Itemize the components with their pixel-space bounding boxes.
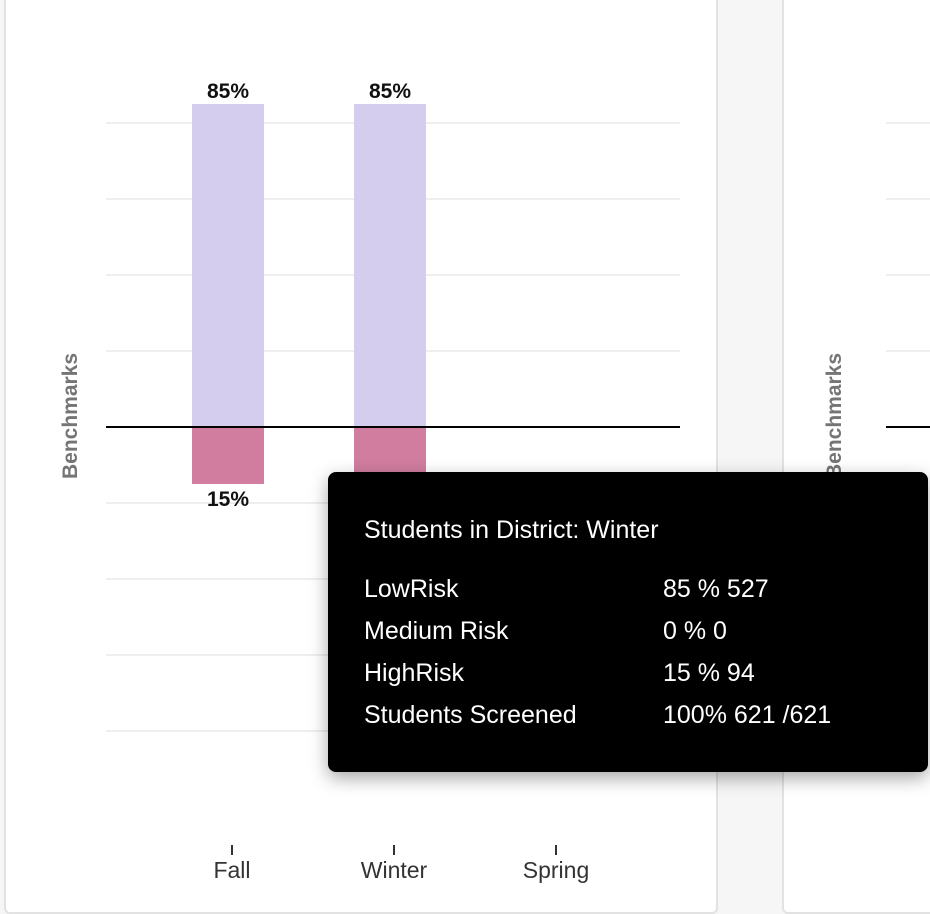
second-chart-card: Benchmarks: [782, 0, 930, 914]
chart-tooltip: Students in District: Winter LowRisk 85 …: [328, 472, 928, 772]
tooltip-row: HighRisk 15 % 94: [364, 659, 928, 701]
data-label-bottom: 15%: [207, 488, 249, 511]
y-axis-label: Benchmarks: [823, 352, 846, 480]
x-tick-label: Spring: [523, 857, 589, 883]
bar-lowrisk: [354, 104, 426, 427]
tooltip-row: Medium Risk 0 % 0: [364, 617, 928, 659]
y-axis-label: Benchmarks: [59, 352, 82, 480]
tooltip-value: 100% 621 /621: [663, 701, 832, 729]
tooltip-title: Students in District: Winter: [364, 516, 659, 544]
x-tick-label: Winter: [361, 857, 428, 883]
data-label-top: 85%: [207, 80, 249, 103]
x-tick-label: Fall: [213, 857, 250, 883]
data-label-top: 85%: [369, 80, 411, 103]
tooltip-row: Students Screened 100% 621 /621: [364, 701, 928, 743]
second-chart-partial: [886, 122, 930, 428]
tooltip-label: Medium Risk: [364, 617, 509, 645]
bar-lowrisk: [192, 104, 264, 427]
tooltip-value: 15 % 94: [663, 659, 755, 687]
benchmark-chart-card: 85% 15% Fall 85% Winter Spring Benchmarks: [4, 0, 718, 914]
benchmark-bar-chart: 85% 15% Fall 85% Winter Spring: [106, 80, 680, 883]
tooltip-row: LowRisk 85 % 527: [364, 575, 928, 617]
tooltip-label: Students Screened: [364, 701, 577, 729]
tooltip-label: HighRisk: [364, 659, 465, 687]
tooltip-value: 0 % 0: [663, 617, 727, 645]
tooltip-label: LowRisk: [364, 575, 459, 603]
tooltip-value: 85 % 527: [663, 575, 769, 603]
bar-highrisk: [192, 427, 264, 484]
